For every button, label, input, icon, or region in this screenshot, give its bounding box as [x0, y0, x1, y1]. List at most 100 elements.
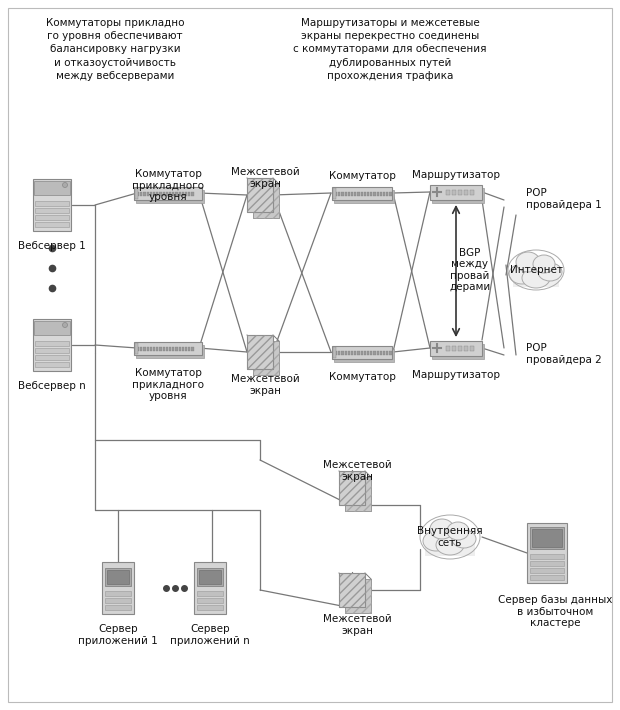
Bar [156, 192, 158, 195]
Bar [470, 190, 474, 195]
Bar [137, 192, 140, 195]
Bar [182, 192, 184, 195]
Polygon shape [247, 335, 273, 369]
Bar [389, 351, 392, 354]
Bar [464, 346, 468, 351]
Bar [446, 346, 450, 351]
Bar [354, 351, 356, 354]
Bar [172, 346, 174, 351]
Bar [35, 222, 69, 227]
Bar [367, 192, 369, 195]
Bar [458, 190, 462, 195]
Bar [348, 351, 350, 354]
Bar [35, 208, 69, 213]
Text: Маршрутизаторы и межсетевые
экраны перекрестно соединены
с коммутаторами для обе: Маршрутизаторы и межсетевые экраны перек… [293, 18, 487, 81]
Bar [188, 346, 190, 351]
Bar [333, 346, 336, 358]
Bar [430, 185, 482, 200]
Ellipse shape [516, 252, 540, 272]
Bar [383, 351, 385, 354]
Bar [134, 187, 202, 200]
Bar [197, 605, 223, 610]
Bar [452, 190, 456, 195]
Bar [134, 342, 202, 354]
Text: Межсетевой
экран: Межсетевой экран [322, 614, 391, 635]
Text: Межсетевой
экран: Межсетевой экран [231, 374, 299, 395]
Bar [354, 192, 356, 195]
Bar [345, 351, 347, 354]
Bar [140, 346, 143, 351]
Bar [370, 351, 373, 354]
Polygon shape [339, 471, 365, 505]
Bar [153, 192, 155, 195]
Bar [452, 346, 456, 351]
Bar [342, 192, 343, 195]
Bar [185, 346, 187, 351]
Bar [348, 192, 350, 195]
Polygon shape [247, 178, 273, 212]
Bar [162, 346, 165, 351]
Bar [182, 346, 184, 351]
Bar [35, 355, 69, 360]
Bar [364, 351, 366, 354]
Bar [169, 346, 171, 351]
Bar [175, 346, 177, 351]
Polygon shape [345, 477, 371, 511]
Polygon shape [253, 184, 279, 218]
Bar [389, 192, 392, 195]
Text: Вебсервер 1: Вебсервер 1 [18, 241, 86, 251]
Bar [35, 215, 69, 220]
Bar [373, 351, 376, 354]
Bar [367, 351, 369, 354]
Bar [530, 561, 564, 566]
Bar [351, 192, 353, 195]
Bar [192, 346, 193, 351]
Bar [156, 346, 158, 351]
Bar [383, 192, 385, 195]
Text: Внутренняя
сеть: Внутренняя сеть [417, 526, 483, 548]
Bar [432, 344, 484, 359]
Bar [334, 190, 394, 202]
Text: Коммутаторы прикладно
го уровня обеспечивают
балансировку нагрузки
и отказоустой: Коммутаторы прикладно го уровня обеспечи… [46, 18, 184, 81]
Bar [33, 319, 71, 371]
Bar [33, 179, 71, 231]
Bar [373, 192, 376, 195]
Polygon shape [345, 579, 371, 613]
Bar [430, 341, 482, 356]
Bar [334, 349, 394, 361]
Bar [102, 562, 134, 614]
Bar [530, 575, 564, 580]
Bar [386, 351, 388, 354]
Bar [351, 351, 353, 354]
Bar [192, 192, 193, 195]
Text: Маршрутизатор: Маршрутизатор [412, 170, 500, 180]
Bar [333, 187, 336, 199]
Bar [105, 598, 131, 603]
Bar [143, 192, 146, 195]
Bar [446, 190, 450, 195]
Bar [332, 346, 392, 359]
Bar [530, 527, 564, 549]
Bar [179, 192, 181, 195]
Bar [146, 192, 149, 195]
Bar [146, 346, 149, 351]
Bar [197, 598, 223, 603]
Bar [185, 192, 187, 195]
Text: POP
провайдера 2: POP провайдера 2 [526, 343, 602, 365]
Bar [35, 362, 69, 367]
Bar [357, 351, 360, 354]
Text: Коммутатор: Коммутатор [329, 171, 396, 181]
Text: Сервер
приложений n: Сервер приложений n [170, 624, 250, 645]
Bar [380, 192, 382, 195]
Bar [188, 192, 190, 195]
Bar [169, 192, 171, 195]
Bar [345, 192, 347, 195]
Bar [150, 346, 152, 351]
Text: Маршрутизатор: Маршрутизатор [412, 370, 500, 380]
Bar [136, 190, 204, 202]
Bar [105, 605, 131, 610]
Bar [376, 192, 379, 195]
Bar [432, 187, 484, 202]
Bar [135, 342, 138, 354]
Bar [105, 568, 131, 586]
